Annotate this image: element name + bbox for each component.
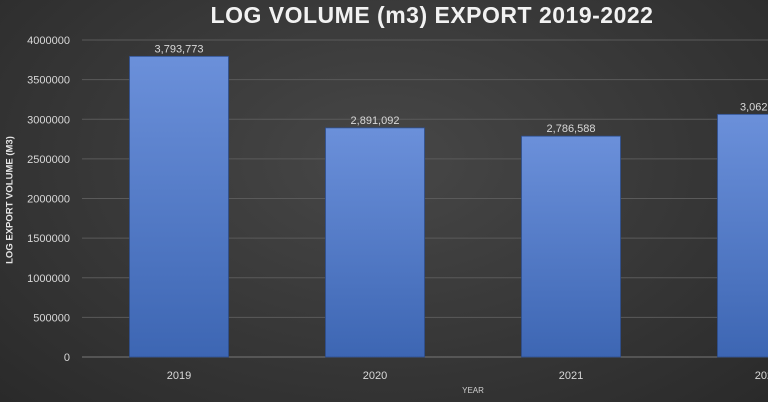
y-tick-label: 4000000 bbox=[27, 35, 70, 47]
data-label: 2,891,092 bbox=[351, 115, 400, 127]
x-tick-label: 2021 bbox=[559, 370, 583, 382]
x-axis-label: YEAR bbox=[462, 386, 484, 395]
y-tick-label: 1000000 bbox=[27, 273, 70, 285]
bar-2021 bbox=[521, 135, 621, 358]
y-tick-label: 500000 bbox=[33, 312, 70, 324]
data-label: 3,793,773 bbox=[155, 43, 204, 55]
data-label: 2,786,588 bbox=[547, 123, 596, 135]
y-tick-label: 0 bbox=[64, 352, 70, 364]
chart-title: LOG VOLUME (m3) EXPORT 2019-2022 bbox=[210, 2, 654, 28]
bar-2022 bbox=[717, 113, 768, 358]
y-tick-label: 3000000 bbox=[27, 114, 70, 126]
x-tick-label: 2020 bbox=[363, 370, 387, 382]
y-tick-label: 1500000 bbox=[27, 233, 70, 245]
y-tick-label: 2500000 bbox=[27, 154, 70, 166]
bar-2019 bbox=[129, 55, 229, 358]
y-tick-label: 2000000 bbox=[27, 194, 70, 206]
x-tick-label: 2022 bbox=[755, 370, 768, 382]
y-tick-label: 3500000 bbox=[27, 75, 70, 87]
x-tick-label: 2019 bbox=[167, 370, 191, 382]
data-label: 3,062 bbox=[740, 101, 768, 113]
bar-2020 bbox=[325, 127, 425, 358]
